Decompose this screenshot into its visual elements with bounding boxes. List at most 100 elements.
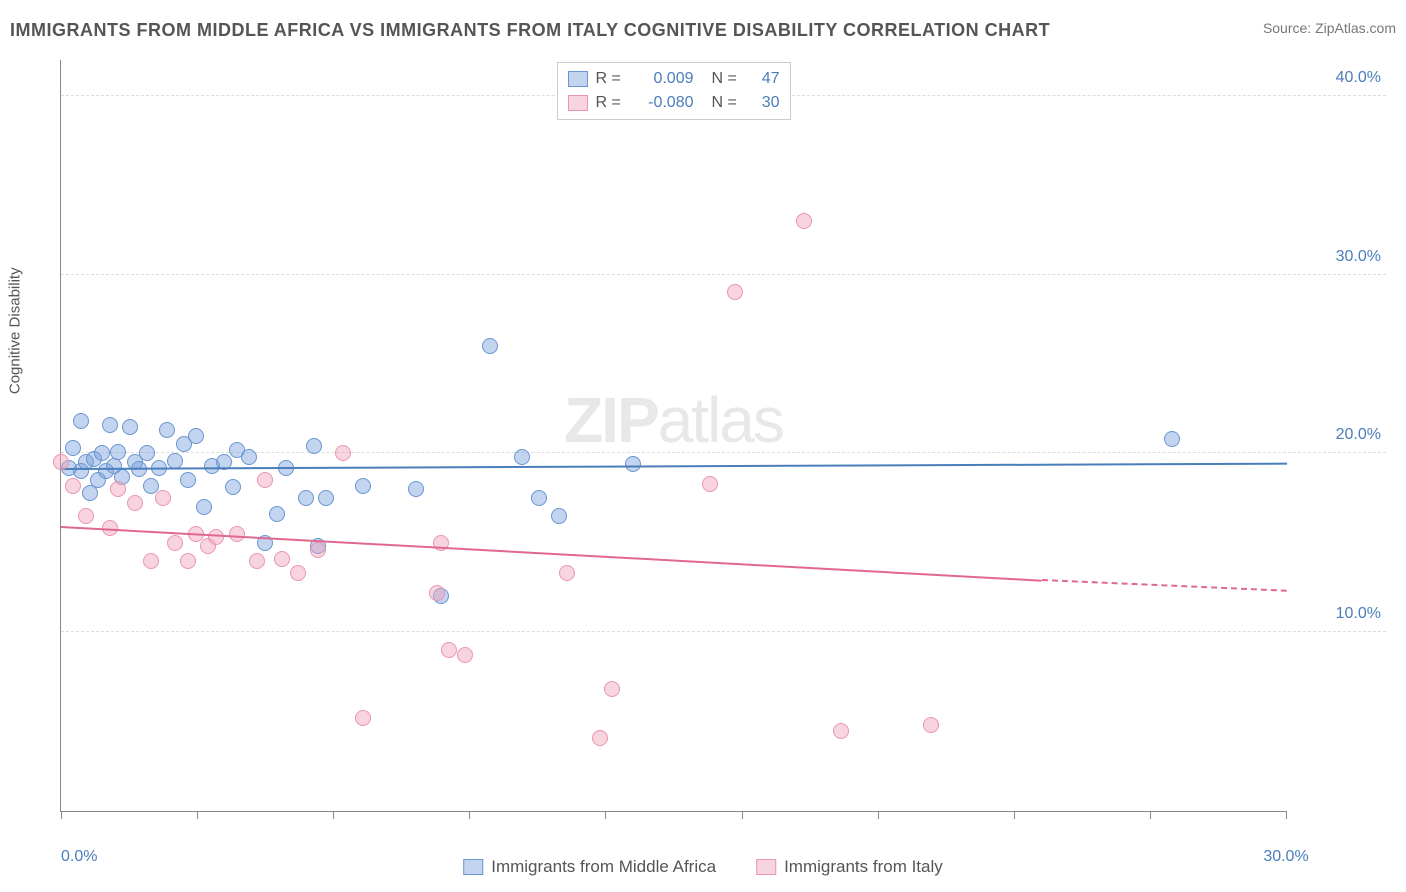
grid-line bbox=[61, 452, 1386, 453]
stat-value-n: 47 bbox=[750, 67, 780, 91]
watermark-bold: ZIP bbox=[564, 384, 658, 456]
legend-label: Immigrants from Middle Africa bbox=[491, 857, 716, 877]
stat-label-r: R = bbox=[596, 67, 626, 91]
x-tick bbox=[878, 811, 879, 819]
scatter-point bbox=[441, 642, 457, 658]
scatter-point bbox=[225, 479, 241, 495]
scatter-point bbox=[167, 453, 183, 469]
x-tick bbox=[469, 811, 470, 819]
scatter-point bbox=[551, 508, 567, 524]
x-tick-label: 30.0% bbox=[1263, 848, 1308, 866]
scatter-point bbox=[102, 417, 118, 433]
scatter-point bbox=[306, 438, 322, 454]
plot-area: ZIPatlas R =0.009N =47R =-0.080N =30 10.… bbox=[60, 60, 1286, 812]
bottom-legend: Immigrants from Middle Africa Immigrants … bbox=[463, 857, 943, 877]
chart-container: Cognitive Disability ZIPatlas R =0.009N … bbox=[50, 60, 1386, 837]
x-tick bbox=[1286, 811, 1287, 819]
scatter-point bbox=[229, 526, 245, 542]
scatter-point bbox=[241, 449, 257, 465]
stats-row: R = 0.009 N = 47 bbox=[568, 67, 780, 91]
scatter-point bbox=[514, 449, 530, 465]
stat-label-n: N = bbox=[712, 67, 742, 91]
y-tick-label: 40.0% bbox=[1336, 69, 1381, 87]
scatter-point bbox=[143, 553, 159, 569]
source-label: Source: ZipAtlas.com bbox=[1263, 20, 1396, 36]
watermark-light: atlas bbox=[658, 384, 783, 456]
scatter-point bbox=[559, 565, 575, 581]
x-tick bbox=[333, 811, 334, 819]
x-tick bbox=[742, 811, 743, 819]
scatter-point bbox=[269, 506, 285, 522]
scatter-point bbox=[355, 478, 371, 494]
grid-line bbox=[61, 631, 1386, 632]
scatter-point bbox=[155, 490, 171, 506]
scatter-point bbox=[139, 445, 155, 461]
x-tick bbox=[1150, 811, 1151, 819]
y-axis-label: Cognitive Disability bbox=[7, 267, 24, 394]
scatter-point bbox=[1164, 431, 1180, 447]
scatter-point bbox=[457, 647, 473, 663]
scatter-point bbox=[408, 481, 424, 497]
x-tick bbox=[605, 811, 606, 819]
scatter-point bbox=[702, 476, 718, 492]
stat-label-r: R = bbox=[596, 91, 626, 115]
scatter-point bbox=[110, 481, 126, 497]
legend-item: Immigrants from Middle Africa bbox=[463, 857, 716, 877]
scatter-point bbox=[188, 428, 204, 444]
scatter-point bbox=[923, 717, 939, 733]
scatter-point bbox=[290, 565, 306, 581]
scatter-point bbox=[298, 490, 314, 506]
y-tick-label: 30.0% bbox=[1336, 248, 1381, 266]
scatter-point bbox=[249, 553, 265, 569]
y-tick-label: 10.0% bbox=[1336, 605, 1381, 623]
scatter-point bbox=[78, 508, 94, 524]
legend-swatch bbox=[463, 859, 483, 875]
scatter-point bbox=[73, 413, 89, 429]
trend-line-dashed bbox=[1042, 579, 1287, 592]
x-tick-label: 0.0% bbox=[61, 848, 97, 866]
grid-line bbox=[61, 274, 1386, 275]
legend-swatch bbox=[756, 859, 776, 875]
stat-value-r: 0.009 bbox=[634, 67, 694, 91]
scatter-point bbox=[159, 422, 175, 438]
scatter-point bbox=[180, 553, 196, 569]
scatter-point bbox=[274, 551, 290, 567]
scatter-point bbox=[143, 478, 159, 494]
scatter-point bbox=[531, 490, 547, 506]
scatter-point bbox=[355, 710, 371, 726]
scatter-point bbox=[833, 723, 849, 739]
scatter-point bbox=[592, 730, 608, 746]
scatter-point bbox=[53, 454, 69, 470]
legend-swatch bbox=[568, 95, 588, 111]
watermark: ZIPatlas bbox=[564, 383, 783, 457]
legend-swatch bbox=[568, 71, 588, 87]
x-tick bbox=[61, 811, 62, 819]
stat-value-n: 30 bbox=[750, 91, 780, 115]
scatter-point bbox=[110, 444, 126, 460]
scatter-point bbox=[65, 440, 81, 456]
scatter-point bbox=[127, 495, 143, 511]
scatter-point bbox=[208, 529, 224, 545]
stat-label-n: N = bbox=[712, 91, 742, 115]
scatter-point bbox=[625, 456, 641, 472]
scatter-point bbox=[335, 445, 351, 461]
chart-title: IMMIGRANTS FROM MIDDLE AFRICA VS IMMIGRA… bbox=[10, 20, 1050, 41]
scatter-point bbox=[94, 445, 110, 461]
scatter-point bbox=[310, 542, 326, 558]
scatter-point bbox=[318, 490, 334, 506]
legend-item: Immigrants from Italy bbox=[756, 857, 943, 877]
scatter-point bbox=[257, 472, 273, 488]
stats-row: R = -0.080 N = 30 bbox=[568, 91, 780, 115]
stat-value-r: -0.080 bbox=[634, 91, 694, 115]
stats-legend: R = 0.009 N = 47 R = -0.080 N = 30 bbox=[557, 62, 791, 120]
scatter-point bbox=[604, 681, 620, 697]
scatter-point bbox=[180, 472, 196, 488]
scatter-point bbox=[429, 585, 445, 601]
x-tick bbox=[1014, 811, 1015, 819]
scatter-point bbox=[122, 419, 138, 435]
legend-label: Immigrants from Italy bbox=[784, 857, 943, 877]
y-tick-label: 20.0% bbox=[1336, 426, 1381, 444]
scatter-point bbox=[727, 284, 743, 300]
scatter-point bbox=[167, 535, 183, 551]
scatter-point bbox=[482, 338, 498, 354]
